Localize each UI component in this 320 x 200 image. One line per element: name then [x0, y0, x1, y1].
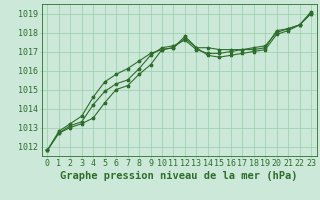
X-axis label: Graphe pression niveau de la mer (hPa): Graphe pression niveau de la mer (hPa): [60, 171, 298, 181]
